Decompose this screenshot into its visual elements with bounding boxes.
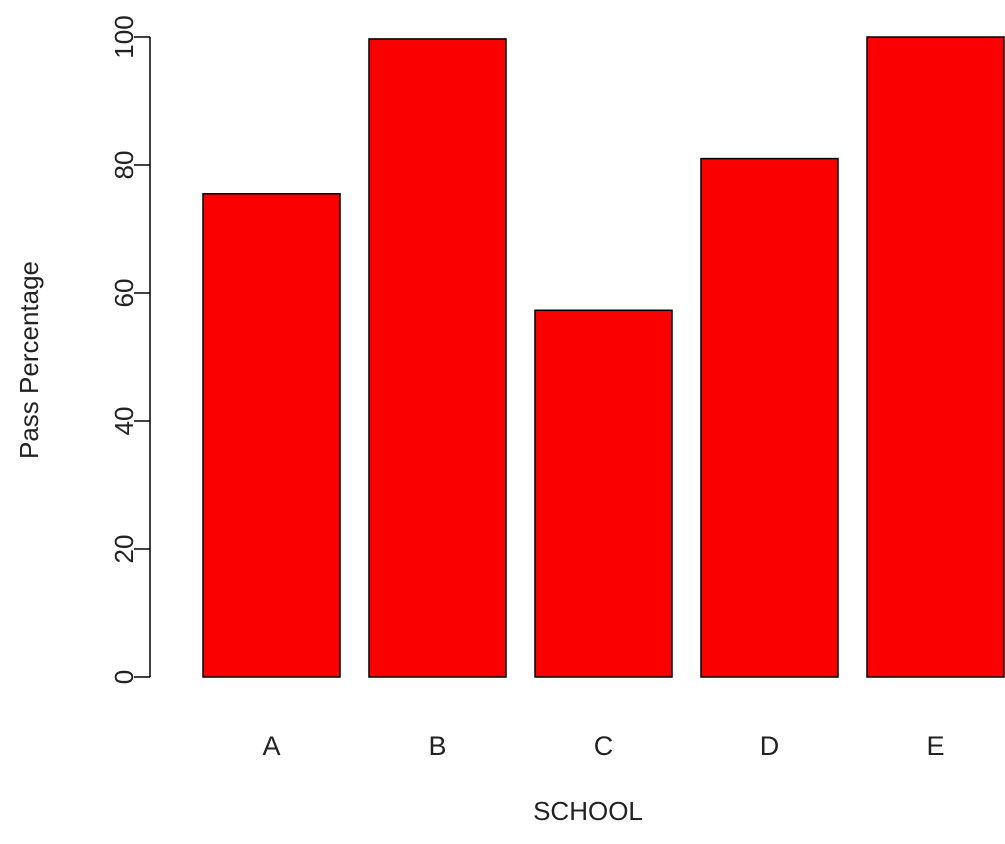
bar-e: [866, 36, 1005, 678]
bars: [202, 36, 1005, 678]
y-axis-title: Pass Percentage: [14, 261, 44, 459]
y-tick-label: 100: [109, 15, 139, 58]
x-tick-label: A: [262, 731, 280, 761]
y-tick-label: 60: [109, 279, 139, 308]
y-tick-label: 0: [109, 670, 139, 684]
x-tick-label: C: [594, 731, 614, 761]
bar-a: [202, 193, 341, 678]
bar-b: [368, 38, 507, 678]
x-tick-label: D: [760, 731, 780, 761]
x-axis-title: SCHOOL: [533, 796, 643, 826]
y-axis: 0 20 40 60 80 100: [109, 15, 151, 684]
x-tick-label: E: [926, 731, 944, 761]
bar-d: [700, 157, 839, 678]
y-tick-label: 40: [109, 407, 139, 436]
y-tick-label: 20: [109, 535, 139, 564]
bar-c: [534, 309, 673, 678]
y-tick-label: 80: [109, 151, 139, 180]
x-tick-label: B: [428, 731, 446, 761]
x-axis-labels: A B C D E: [262, 731, 944, 761]
